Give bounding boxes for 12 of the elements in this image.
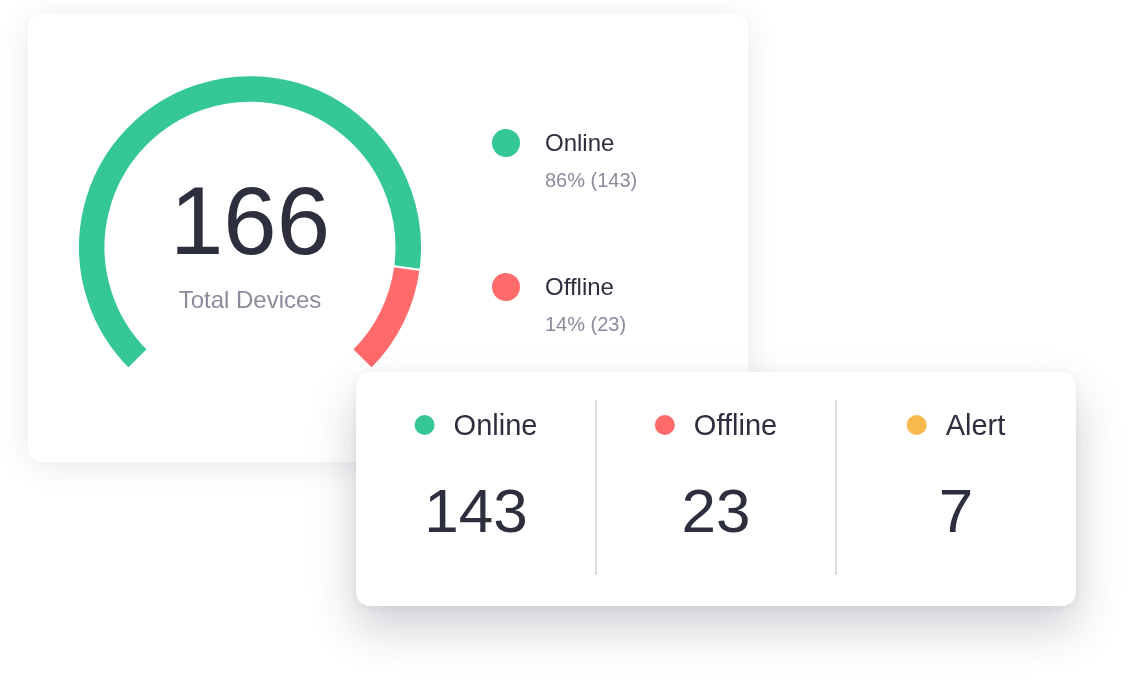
data-label: 86% (143) xyxy=(545,169,638,191)
legend-label: Alert xyxy=(945,409,1006,441)
legend-label: Offline xyxy=(545,273,614,300)
data-label: 14% (23) xyxy=(545,313,627,335)
data-label: 143 xyxy=(424,476,528,545)
data-label: 23 xyxy=(681,476,751,545)
legend-label: Online xyxy=(453,409,538,441)
legend-label: Offline xyxy=(693,409,778,441)
text: 166 xyxy=(169,167,331,275)
legend-label: Online xyxy=(545,129,615,156)
data-label: 7 xyxy=(938,476,974,545)
text: Total Devices xyxy=(178,286,322,314)
